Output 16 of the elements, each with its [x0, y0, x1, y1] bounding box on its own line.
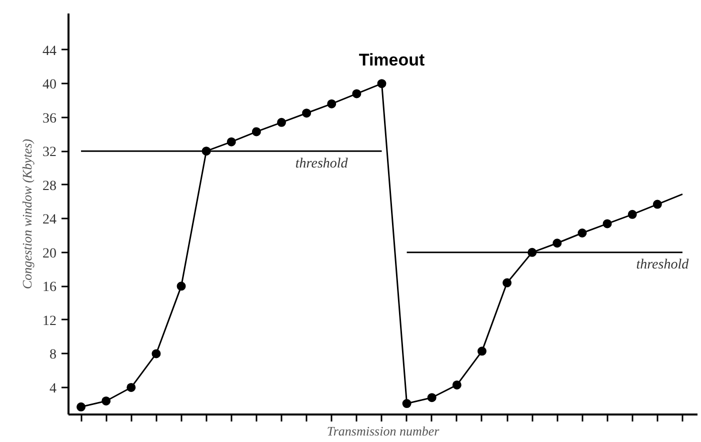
y-tick-label: 24: [42, 212, 56, 228]
y-tick-label: 16: [42, 280, 56, 296]
annotation: threshold: [295, 156, 349, 172]
annotation: Timeout: [358, 50, 426, 70]
y-tick-label: 28: [42, 178, 56, 194]
y-tick-label: 4: [50, 381, 56, 396]
y-tick-label: 32: [42, 145, 56, 160]
y-axis-title: Congestion window (Kbytes): [20, 138, 34, 290]
y-tick-label: 44: [42, 44, 56, 59]
y-tick-label: 8: [50, 348, 56, 363]
y-tick-label: 40: [42, 78, 56, 93]
x-axis-title: Transmission number: [326, 424, 440, 438]
y-tick-label: 20: [42, 246, 56, 262]
y-tick-label: 36: [42, 111, 56, 126]
annotation: threshold: [636, 258, 690, 273]
y-tick-label: 12: [42, 314, 56, 329]
